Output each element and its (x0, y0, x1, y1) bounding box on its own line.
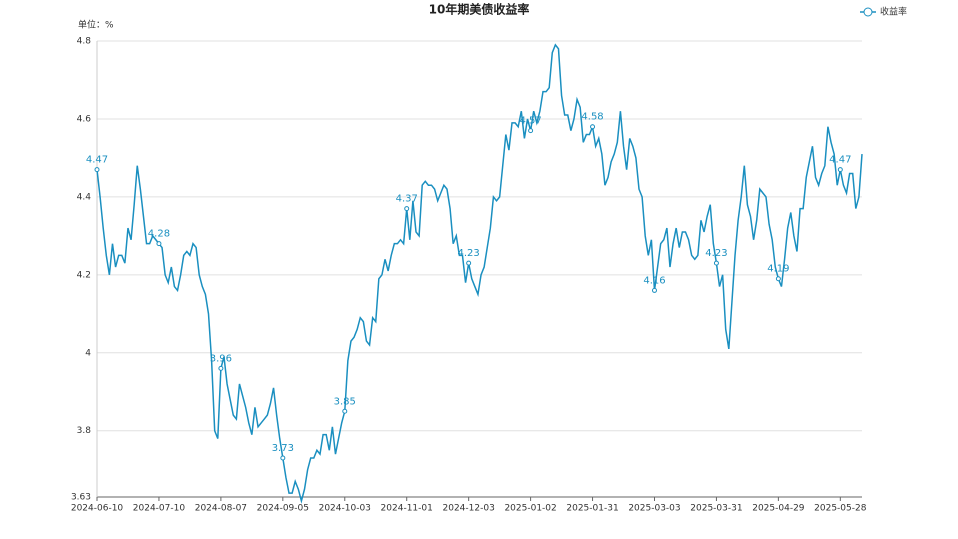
data-label: 4.28 (148, 229, 170, 240)
x-tick-label: 2025-01-31 (566, 504, 618, 514)
data-label: 4.16 (643, 275, 665, 286)
point-marker (775, 276, 781, 282)
x-tick-label: 2025-03-03 (628, 504, 680, 514)
data-label: 4.23 (705, 248, 727, 259)
point-marker (342, 408, 348, 414)
data-label: 4.47 (86, 155, 108, 166)
point-marker (280, 455, 286, 461)
x-tick-label: 2024-10-03 (319, 504, 371, 514)
y-tick-label: 3.8 (77, 426, 92, 436)
data-label: 4.23 (458, 248, 480, 259)
data-label: 3.73 (272, 443, 294, 454)
x-tick-label: 2024-06-10 (71, 504, 124, 514)
point-marker (218, 365, 224, 371)
x-tick-label: 2025-03-31 (690, 504, 742, 514)
point-marker (466, 260, 472, 266)
legend-marker (863, 7, 873, 17)
data-label: 4.37 (396, 194, 418, 205)
point-marker (404, 206, 410, 212)
point-marker (713, 260, 719, 266)
point-marker (651, 287, 657, 293)
y-tick-label: 4.2 (77, 270, 91, 280)
line-series (96, 43, 863, 504)
x-tick-label: 2024-11-01 (381, 504, 433, 514)
point-marker (837, 167, 843, 173)
x-tick-label: 2025-05-28 (814, 504, 867, 514)
x-tick-label: 2024-08-07 (195, 504, 247, 514)
legend-label: 收益率 (880, 6, 907, 18)
y-tick-label: 4.6 (77, 114, 92, 124)
y-tick-label: 4 (85, 348, 91, 358)
y-tick-label: 4.4 (77, 192, 92, 202)
point-marker (156, 241, 162, 247)
point-marker (590, 124, 596, 130)
x-tick-label: 2025-04-29 (752, 504, 805, 514)
x-tick-label: 2024-09-05 (257, 504, 309, 514)
y-axis-unit: 单位：% (78, 19, 114, 31)
data-label: 4.19 (767, 264, 789, 275)
point-marker (94, 167, 100, 173)
data-label: 4.58 (581, 112, 603, 123)
data-label: 4.47 (829, 155, 851, 166)
x-tick-label: 2025-01-02 (504, 504, 556, 514)
data-label: 3.85 (334, 396, 356, 407)
data-label: 3.96 (210, 353, 232, 364)
chart-title: 10年期美债收益率 (429, 2, 530, 17)
data-label: 4.57 (519, 116, 541, 127)
point-marker (528, 128, 534, 134)
y-tick-label: 4.8 (77, 37, 92, 47)
y-tick-label: 3.63 (71, 493, 91, 503)
x-tick-label: 2024-12-03 (443, 504, 495, 514)
x-tick-label: 2024-07-10 (133, 504, 186, 514)
